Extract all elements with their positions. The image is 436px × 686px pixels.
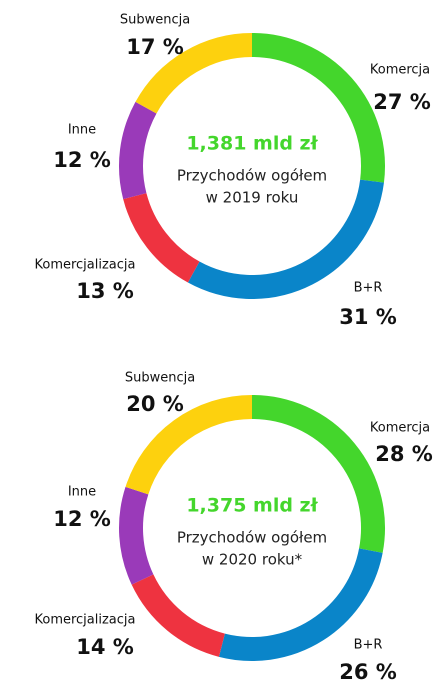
- center-title: 1,381 mld zł: [186, 133, 318, 155]
- value-label: 20 %: [126, 392, 184, 416]
- category-label: Komercja: [370, 421, 430, 436]
- center-line: Przychodów ogółem: [177, 529, 327, 547]
- value-label: 27 %: [373, 90, 431, 114]
- value-label: 12 %: [53, 507, 111, 531]
- value-label: 14 %: [76, 635, 134, 659]
- value-label: 31 %: [339, 305, 397, 329]
- category-label: Komercjalizacja: [34, 258, 135, 273]
- center-line: Przychodów ogółem: [177, 167, 327, 185]
- category-label: B+R: [354, 638, 383, 653]
- donut-segment: [119, 101, 157, 200]
- category-label: Inne: [68, 485, 96, 500]
- donut-segment: [119, 486, 154, 585]
- value-label: 13 %: [76, 279, 134, 303]
- donut-segment: [135, 33, 253, 114]
- donut-segment: [251, 395, 385, 553]
- donut-segment: [123, 192, 200, 283]
- donut-segment: [131, 574, 226, 657]
- donut-segment: [218, 548, 383, 661]
- category-label: Komercja: [370, 63, 430, 78]
- center-line: w 2020 roku*: [202, 551, 303, 569]
- category-label: Inne: [68, 123, 96, 138]
- category-label: Komercjalizacja: [34, 613, 135, 628]
- donut-segment: [251, 33, 385, 183]
- donut-segment: [125, 395, 253, 495]
- value-label: 28 %: [375, 442, 433, 466]
- category-label: B+R: [354, 281, 383, 296]
- value-label: 26 %: [339, 660, 397, 684]
- value-label: 12 %: [53, 148, 111, 172]
- donut-segment: [187, 179, 384, 299]
- center-line: w 2019 roku: [206, 189, 299, 207]
- value-label: 17 %: [126, 35, 184, 59]
- category-label: Subwencja: [125, 371, 195, 386]
- center-title: 1,375 mld zł: [186, 495, 318, 517]
- category-label: Subwencja: [120, 13, 190, 28]
